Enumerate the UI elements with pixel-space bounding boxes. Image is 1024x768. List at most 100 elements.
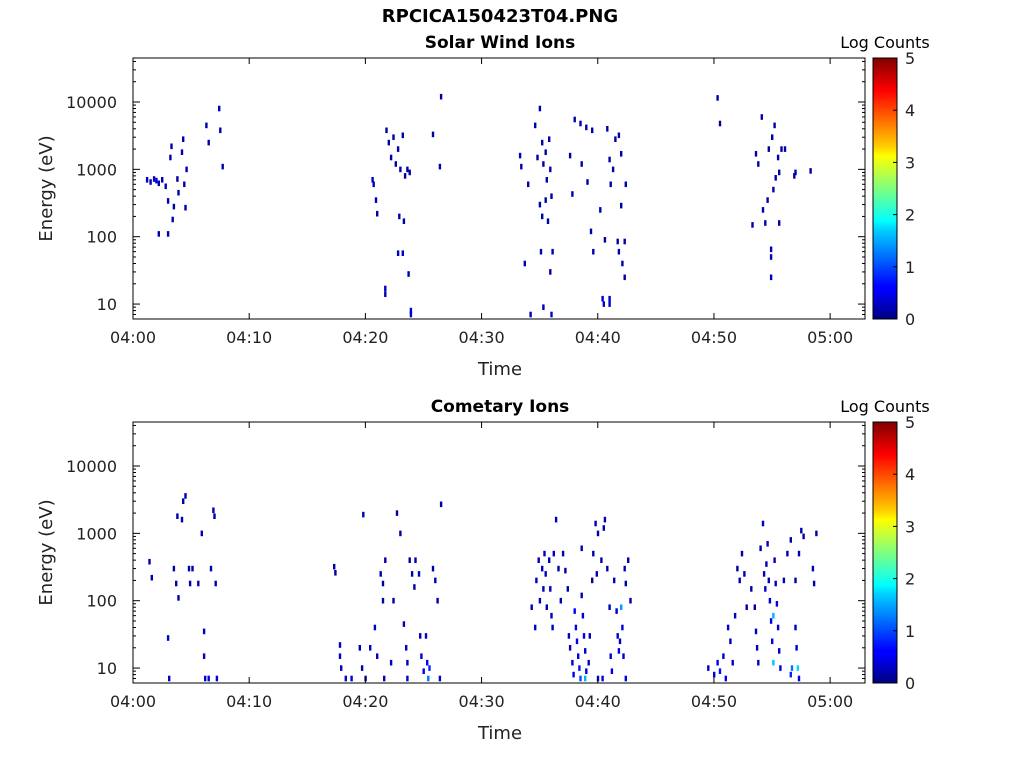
- data-cell: [797, 675, 801, 682]
- data-cell: [344, 675, 347, 682]
- data-cell: [541, 139, 544, 146]
- data-cell: [614, 136, 617, 142]
- data-cell: [794, 169, 797, 176]
- data-cell: [406, 675, 409, 682]
- data-cell: [369, 645, 372, 651]
- panel-title: Solar Wind Ions: [425, 33, 576, 53]
- data-cell: [182, 498, 185, 504]
- data-cell: [624, 580, 627, 587]
- data-cell: [184, 204, 187, 211]
- data-cell: [176, 176, 179, 182]
- data-cell: [767, 146, 770, 152]
- data-cell: [529, 311, 532, 318]
- data-cell: [769, 274, 773, 281]
- data-cell: [184, 493, 187, 499]
- colorbar-tick-label: 3: [905, 153, 915, 172]
- data-cell: [219, 127, 222, 134]
- y-tick-label: 10000: [66, 93, 117, 112]
- data-cell: [764, 586, 767, 592]
- data-cell: [191, 565, 194, 572]
- data-cell: [579, 675, 582, 682]
- y-tick-label: 1000: [76, 524, 117, 543]
- data-cell: [546, 218, 550, 224]
- x-tick-label: 04:00: [110, 328, 156, 347]
- data-cell: [750, 586, 753, 592]
- data-cell: [408, 169, 411, 176]
- data-cell: [617, 132, 621, 139]
- data-cell: [205, 122, 208, 129]
- data-cell: [410, 571, 414, 577]
- colorbar: [872, 57, 898, 320]
- colorbar-tick-label: 5: [905, 49, 915, 68]
- data-cell: [578, 665, 581, 671]
- data-cell: [775, 601, 779, 607]
- data-cell: [757, 659, 760, 666]
- data-cell: [333, 563, 336, 570]
- colorbar-tick-label: 3: [905, 517, 915, 536]
- data-cell: [594, 520, 597, 527]
- data-cell: [627, 557, 630, 563]
- data-cell: [809, 168, 812, 174]
- data-cell: [766, 541, 769, 547]
- data-cell: [406, 166, 409, 173]
- data-cell: [616, 633, 619, 639]
- data-cell: [340, 665, 343, 671]
- data-cell: [800, 527, 803, 534]
- data-cell: [572, 671, 575, 678]
- y-tick-label: 1000: [76, 160, 117, 179]
- data-cell: [769, 254, 773, 260]
- data-cell: [213, 513, 216, 519]
- data-cell: [545, 177, 548, 183]
- data-cell: [438, 163, 442, 170]
- data-cell: [396, 146, 400, 152]
- data-cell: [595, 571, 598, 577]
- data-cell: [155, 177, 158, 184]
- data-cell: [376, 210, 379, 217]
- data-cell: [624, 675, 627, 682]
- data-cell: [571, 191, 574, 197]
- y-tick-label: 100: [86, 592, 117, 611]
- data-cell: [765, 561, 768, 567]
- x-tick-label: 04:10: [226, 692, 272, 711]
- x-axis-label: Time: [477, 359, 522, 380]
- x-tick-label: 04:50: [691, 328, 737, 347]
- data-cell: [581, 612, 585, 619]
- data-cell: [579, 120, 582, 127]
- data-cell: [754, 628, 758, 635]
- data-cell: [603, 516, 607, 523]
- data-cell: [518, 152, 522, 159]
- data-cell: [589, 228, 593, 235]
- data-cell: [408, 557, 411, 563]
- data-cell: [387, 139, 390, 146]
- data-cell: [580, 545, 583, 552]
- x-tick-label: 04:10: [226, 328, 272, 347]
- data-cells: [145, 93, 812, 318]
- data-cell: [621, 260, 624, 267]
- data-cell: [772, 612, 775, 619]
- data-cell: [427, 675, 430, 682]
- data-cell: [608, 604, 611, 610]
- data-cell: [611, 166, 615, 173]
- data-cell: [413, 584, 416, 590]
- chart-panel-1: 04:00 04:10 04:20 04:30 04:40 04:50 05:0010100…: [36, 33, 930, 380]
- data-cell: [738, 577, 741, 584]
- data-cell: [587, 659, 590, 666]
- data-cell: [358, 645, 361, 651]
- data-cell: [585, 668, 588, 674]
- data-cell: [150, 574, 153, 581]
- data-cell: [761, 207, 765, 213]
- data-cell: [538, 597, 542, 604]
- data-cell: [549, 586, 552, 592]
- data-cell: [718, 668, 722, 674]
- data-cell: [591, 577, 594, 584]
- data-cell: [385, 127, 388, 134]
- data-cell: [424, 633, 428, 639]
- data-cell: [212, 507, 215, 514]
- data-cell: [768, 597, 772, 604]
- data-cell: [795, 645, 798, 651]
- data-cell: [537, 557, 540, 563]
- data-cell: [534, 624, 537, 631]
- plot-frame: [132, 57, 866, 320]
- colorbar-tick-label: 4: [905, 465, 915, 484]
- data-cell: [599, 207, 602, 213]
